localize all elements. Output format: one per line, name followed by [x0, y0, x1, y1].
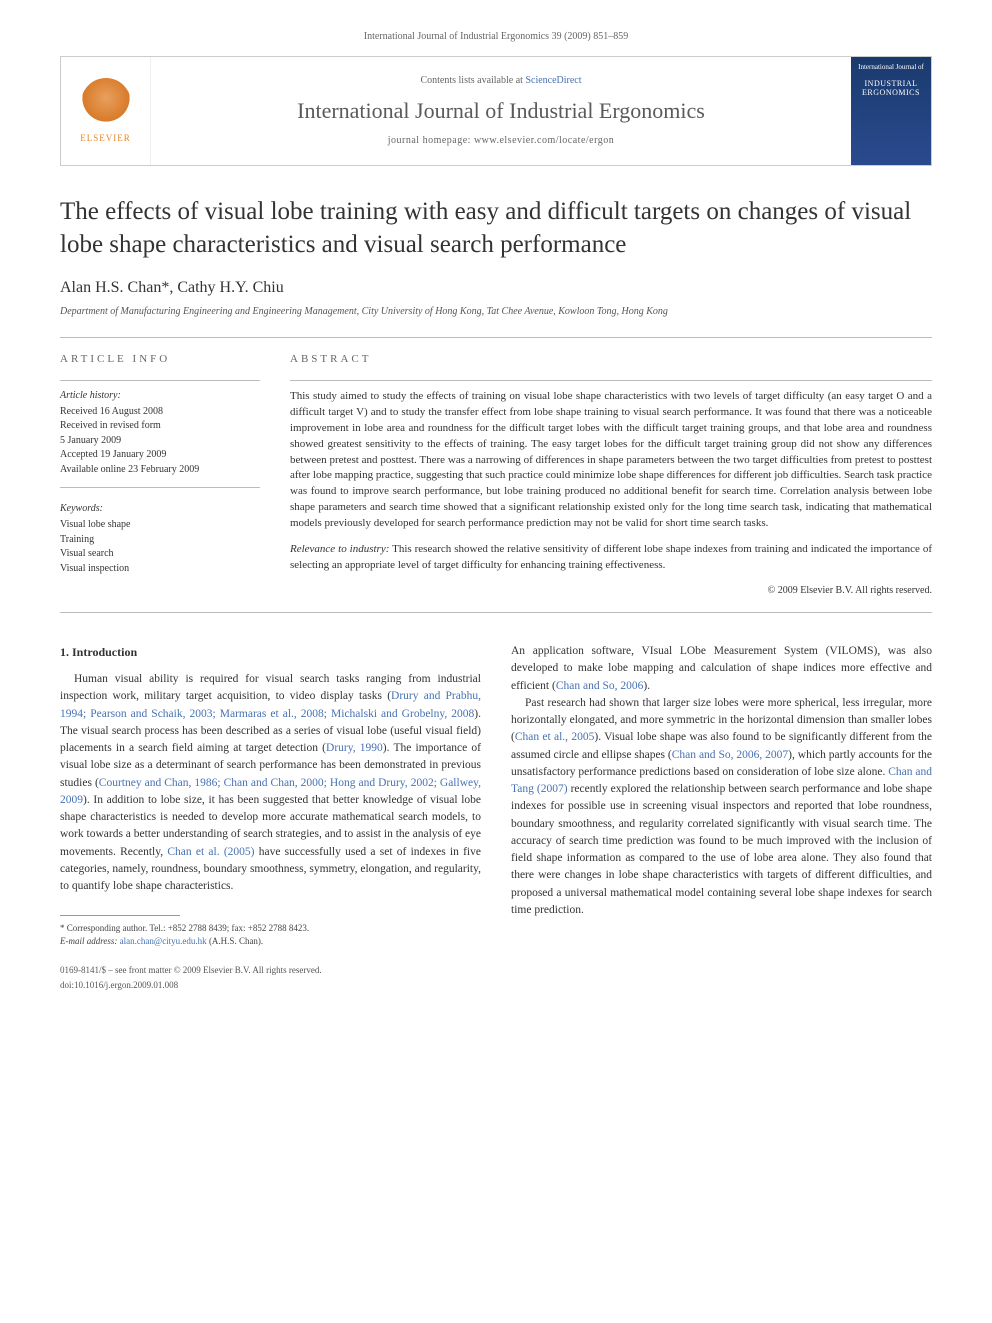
divider [60, 380, 260, 381]
abstract-label: ABSTRACT [290, 352, 932, 367]
journal-name: International Journal of Industrial Ergo… [297, 96, 705, 127]
divider [60, 612, 932, 613]
body-paragraph: Human visual ability is required for vis… [60, 671, 481, 895]
history-item: Received in revised form [60, 419, 260, 434]
divider [60, 337, 932, 338]
homepage-line: journal homepage: www.elsevier.com/locat… [388, 134, 615, 148]
homepage-prefix: journal homepage: [388, 135, 474, 146]
citation-link[interactable]: Chan et al., 2005 [515, 731, 595, 743]
history-item: 5 January 2009 [60, 434, 260, 449]
abstract-copyright: © 2009 Elsevier B.V. All rights reserved… [290, 584, 932, 598]
body-column-left: 1. Introduction Human visual ability is … [60, 643, 481, 992]
body-paragraph: An application software, VIsual LObe Mea… [511, 643, 932, 695]
citation-link[interactable]: Chan and So, 2006 [556, 680, 644, 692]
history-item: Accepted 19 January 2009 [60, 448, 260, 463]
email-link[interactable]: alan.chan@cityu.edu.hk [117, 936, 209, 946]
homepage-url[interactable]: www.elsevier.com/locate/ergon [474, 135, 614, 146]
cover-small-text: International Journal of [858, 63, 924, 73]
publisher-name: ELSEVIER [80, 132, 131, 145]
citation-link[interactable]: Chan and So, 2006, 2007 [672, 749, 788, 761]
issn-line: 0169-8141/$ – see front matter © 2009 El… [60, 964, 481, 978]
sciencedirect-link[interactable]: ScienceDirect [525, 75, 581, 86]
affiliation: Department of Manufacturing Engineering … [60, 305, 932, 319]
email-footnote: E-mail address: alan.chan@cityu.edu.hk (… [60, 935, 481, 948]
journal-header-box: ELSEVIER Contents lists available at Sci… [60, 56, 932, 166]
body-column-right: An application software, VIsual LObe Mea… [511, 643, 932, 992]
journal-center: Contents lists available at ScienceDirec… [151, 57, 851, 165]
abstract-text: This study aimed to study the effects of… [290, 389, 932, 532]
citation-link[interactable]: Drury, 1990 [326, 742, 383, 754]
body-text: ). [643, 680, 650, 692]
history-label: Article history: [60, 389, 260, 403]
elsevier-tree-icon [81, 78, 131, 128]
keywords-label: Keywords: [60, 502, 260, 516]
article-title: The effects of visual lobe training with… [60, 196, 932, 261]
keyword: Visual inspection [60, 562, 260, 577]
email-label: E-mail address: [60, 936, 117, 946]
section-heading: 1. Introduction [60, 643, 481, 661]
email-suffix: (A.H.S. Chan). [209, 936, 263, 946]
publisher-logo: ELSEVIER [61, 57, 151, 165]
body-two-column: 1. Introduction Human visual ability is … [60, 643, 932, 992]
corresponding-author-note: * Corresponding author. Tel.: +852 2788 … [60, 922, 481, 935]
doi-line: doi:10.1016/j.ergon.2009.01.008 [60, 979, 481, 993]
info-abstract-row: ARTICLE INFO Article history: Received 1… [60, 352, 932, 598]
article-info-label: ARTICLE INFO [60, 352, 260, 367]
contents-prefix: Contents lists available at [420, 75, 525, 86]
abstract-column: ABSTRACT This study aimed to study the e… [290, 352, 932, 598]
relevance-block: Relevance to industry: This research sho… [290, 542, 932, 574]
history-item: Available online 23 February 2009 [60, 463, 260, 478]
journal-cover-thumbnail: International Journal of INDUSTRIAL ERGO… [851, 57, 931, 165]
authors: Alan H.S. Chan*, Cathy H.Y. Chiu [60, 277, 932, 299]
contents-line: Contents lists available at ScienceDirec… [420, 74, 581, 88]
running-head: International Journal of Industrial Ergo… [60, 30, 932, 44]
divider [290, 380, 932, 381]
keyword: Training [60, 533, 260, 548]
footnote-divider [60, 915, 180, 916]
divider [60, 487, 260, 488]
history-item: Received 16 August 2008 [60, 405, 260, 420]
body-text: recently explored the relationship betwe… [511, 783, 932, 916]
article-info-column: ARTICLE INFO Article history: Received 1… [60, 352, 260, 598]
keyword: Visual lobe shape [60, 518, 260, 533]
keyword: Visual search [60, 547, 260, 562]
cover-title: INDUSTRIAL ERGONOMICS [855, 79, 927, 98]
citation-link[interactable]: Chan et al. (2005) [167, 846, 254, 858]
body-paragraph: Past research had shown that larger size… [511, 695, 932, 919]
relevance-label: Relevance to industry: [290, 543, 389, 555]
